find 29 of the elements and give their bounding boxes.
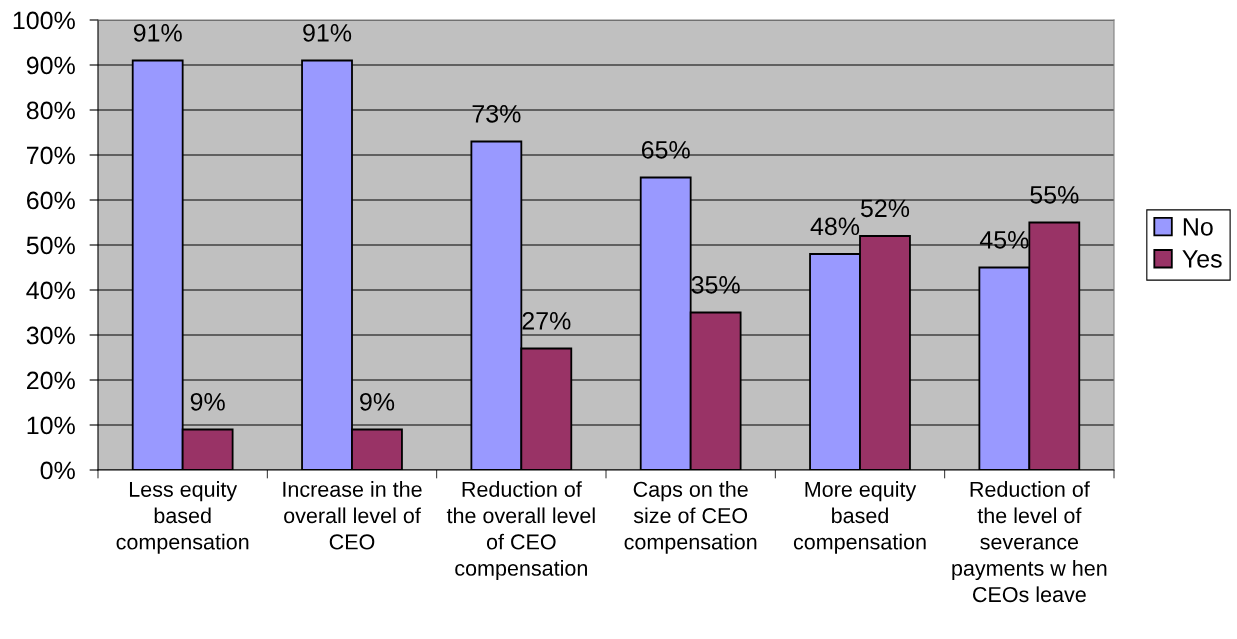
y-tick-label: 0% [40, 461, 75, 480]
y-tick-label: 70% [27, 146, 75, 165]
data-label: 91% [133, 23, 182, 42]
x-tick-label: Less equity based compensation [116, 481, 249, 554]
legend-label: No [1183, 218, 1213, 236]
x-tick-label: Reduction of the level of severance payments w hen CEOs leave [952, 481, 1107, 603]
y-tick-label: 100% [13, 11, 75, 30]
x-tick-label: Caps on the size of CEO compensation [624, 481, 757, 554]
y-tick-label: 30% [26, 326, 75, 345]
data-label: 65% [641, 140, 690, 159]
y-tick-label: 40% [26, 281, 75, 300]
data-label: 48% [810, 217, 860, 236]
x-tick-label: More equity based compensation [793, 481, 926, 554]
data-label: 91% [303, 23, 352, 42]
data-label: 9% [360, 392, 395, 411]
legend-label: Yes [1182, 250, 1222, 268]
data-label: 27% [522, 311, 571, 330]
x-tick-label: Reduction of the overall level of CEO compensation [446, 481, 595, 581]
data-label: 52% [860, 199, 910, 218]
data-label: 9% [190, 392, 225, 411]
y-tick-label: 60% [27, 191, 75, 210]
y-tick-label: 50% [26, 236, 75, 255]
y-tick-label: 10% [27, 416, 75, 435]
x-tick-label: Increase in the overall level of CEO [283, 481, 422, 550]
y-tick-label: 80% [26, 101, 75, 120]
y-tick-label: 20% [27, 371, 75, 390]
data-label: 55% [1030, 186, 1079, 204]
data-label: 73% [472, 104, 521, 123]
y-tick-label: 90% [26, 56, 75, 75]
